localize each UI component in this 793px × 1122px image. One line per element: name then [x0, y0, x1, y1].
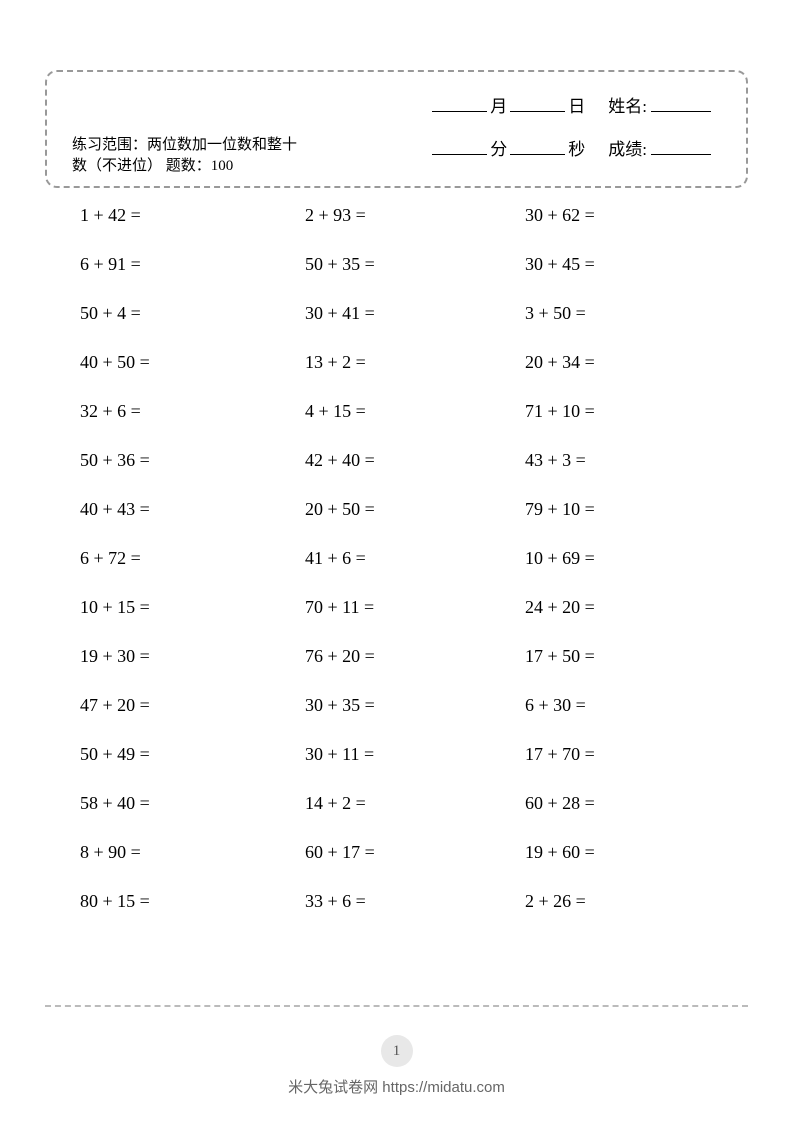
problem-cell: 30 + 45 = [525, 254, 725, 275]
problem-cell: 76 + 20 = [305, 646, 525, 667]
problem-cell: 40 + 50 = [80, 352, 305, 373]
problem-cell: 50 + 4 = [80, 303, 305, 324]
page-number: 1 [381, 1035, 413, 1067]
problem-row: 58 + 40 =14 + 2 =60 + 28 = [80, 793, 748, 814]
name-label: 姓名: [608, 92, 647, 117]
problem-cell: 24 + 20 = [525, 597, 725, 618]
problems-grid: 1 + 42 =2 + 93 =30 + 62 = 6 + 91 =50 + 35… [80, 205, 748, 940]
problem-row: 19 + 30 =76 + 20 =17 + 50 = [80, 646, 748, 667]
problem-cell: 2 + 93 = [305, 205, 525, 226]
problem-cell: 17 + 70 = [525, 744, 725, 765]
problem-cell: 43 + 3 = [525, 450, 725, 471]
problem-cell: 14 + 2 = [305, 793, 525, 814]
second-label: 秒 [568, 135, 585, 160]
problem-cell: 19 + 30 = [80, 646, 305, 667]
problem-cell: 30 + 11 = [305, 744, 525, 765]
problem-cell: 6 + 72 = [80, 548, 305, 569]
problem-row: 32 + 6 =4 + 15 =71 + 10 = [80, 401, 748, 422]
score-blank[interactable] [651, 138, 711, 155]
name-blank[interactable] [651, 95, 711, 112]
problem-row: 50 + 49 =30 + 11 =17 + 70 = [80, 744, 748, 765]
problem-cell: 10 + 15 = [80, 597, 305, 618]
problem-cell: 20 + 34 = [525, 352, 725, 373]
problem-cell: 30 + 35 = [305, 695, 525, 716]
problem-cell: 4 + 15 = [305, 401, 525, 422]
problem-row: 50 + 4 =30 + 41 =3 + 50 = [80, 303, 748, 324]
problem-cell: 6 + 30 = [525, 695, 725, 716]
page-number-value: 1 [393, 1043, 401, 1060]
problem-cell: 19 + 60 = [525, 842, 725, 863]
problem-cell: 40 + 43 = [80, 499, 305, 520]
minute-label: 分 [490, 135, 507, 160]
problem-cell: 60 + 28 = [525, 793, 725, 814]
problem-cell: 8 + 90 = [80, 842, 305, 863]
scope-text: 练习范围：两位数加一位数和整十数（不进位） 题数：100 [72, 135, 297, 177]
second-blank[interactable] [510, 138, 565, 155]
problem-cell: 17 + 50 = [525, 646, 725, 667]
problem-cell: 58 + 40 = [80, 793, 305, 814]
problem-row: 10 + 15 =70 + 11 =24 + 20 = [80, 597, 748, 618]
problem-row: 6 + 91 =50 + 35 =30 + 45 = [80, 254, 748, 275]
score-label: 成绩: [608, 135, 647, 160]
problem-row: 8 + 90 =60 + 17 =19 + 60 = [80, 842, 748, 863]
problem-cell: 80 + 15 = [80, 891, 305, 912]
minute-blank[interactable] [432, 138, 487, 155]
footer-divider [45, 1005, 748, 1007]
problem-cell: 1 + 42 = [80, 205, 305, 226]
problem-cell: 13 + 2 = [305, 352, 525, 373]
problem-cell: 10 + 69 = [525, 548, 725, 569]
day-blank[interactable] [510, 95, 565, 112]
problem-cell: 42 + 40 = [305, 450, 525, 471]
problem-cell: 70 + 11 = [305, 597, 525, 618]
problem-cell: 3 + 50 = [525, 303, 725, 324]
month-label: 月 [490, 92, 507, 117]
problem-cell: 79 + 10 = [525, 499, 725, 520]
problem-cell: 50 + 49 = [80, 744, 305, 765]
problem-row: 40 + 50 =13 + 2 =20 + 34 = [80, 352, 748, 373]
problem-cell: 60 + 17 = [305, 842, 525, 863]
problem-cell: 6 + 91 = [80, 254, 305, 275]
problem-cell: 33 + 6 = [305, 891, 525, 912]
problem-row: 80 + 15 =33 + 6 =2 + 26 = [80, 891, 748, 912]
month-blank[interactable] [432, 95, 487, 112]
problem-cell: 47 + 20 = [80, 695, 305, 716]
problem-cell: 30 + 62 = [525, 205, 725, 226]
footer-attribution: 米大兔试卷网 https://midatu.com [288, 1076, 505, 1097]
problem-cell: 50 + 35 = [305, 254, 525, 275]
problem-row: 1 + 42 =2 + 93 =30 + 62 = [80, 205, 748, 226]
problem-row: 50 + 36 =42 + 40 =43 + 3 = [80, 450, 748, 471]
problem-cell: 20 + 50 = [305, 499, 525, 520]
problem-cell: 50 + 36 = [80, 450, 305, 471]
problem-row: 6 + 72 =41 + 6 =10 + 69 = [80, 548, 748, 569]
day-label: 日 [568, 92, 585, 117]
problem-row: 47 + 20 =30 + 35 =6 + 30 = [80, 695, 748, 716]
header-date-name-row: 月 日 姓名: [72, 92, 721, 117]
problem-cell: 30 + 41 = [305, 303, 525, 324]
problem-cell: 32 + 6 = [80, 401, 305, 422]
worksheet-header: 月 日 姓名: 练习范围：两位数加一位数和整十数（不进位） 题数：100 分 秒… [45, 70, 748, 188]
problem-row: 40 + 43 =20 + 50 =79 + 10 = [80, 499, 748, 520]
header-scope-time-row: 练习范围：两位数加一位数和整十数（不进位） 题数：100 分 秒 成绩: [72, 135, 721, 177]
problem-cell: 41 + 6 = [305, 548, 525, 569]
time-score-fields: 分 秒 成绩: [432, 135, 721, 160]
problem-cell: 2 + 26 = [525, 891, 725, 912]
problem-cell: 71 + 10 = [525, 401, 725, 422]
